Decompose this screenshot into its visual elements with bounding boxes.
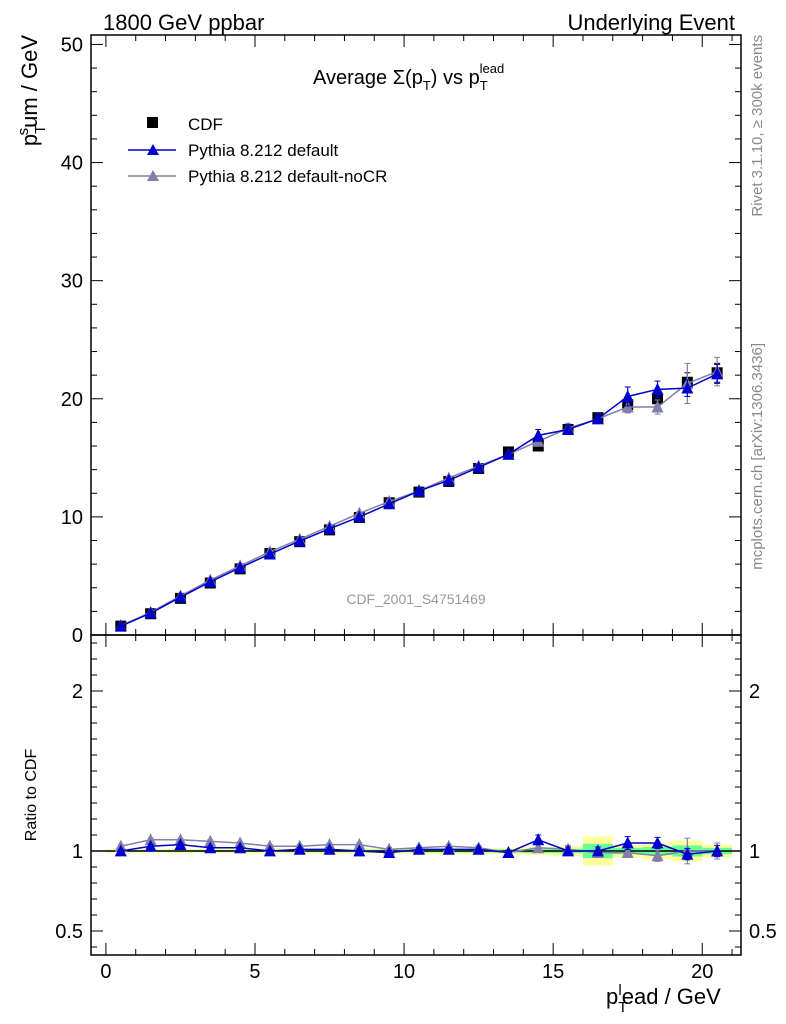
ratio-pythia-nocr-point <box>204 834 217 847</box>
ratio-pythia-default-point <box>383 846 396 858</box>
pythia-default-point <box>263 547 276 560</box>
y-tick-label: 20 <box>61 389 83 411</box>
ratio-pythia-default-point <box>412 842 425 855</box>
x-tick-label: 0 <box>100 961 111 983</box>
legend-label-default: Pythia 8.212 default <box>188 141 339 160</box>
ratio-pythia-default-point <box>234 841 247 854</box>
pythia-default-point <box>562 422 575 435</box>
analysis-watermark: CDF_2001_S4751469 <box>346 591 486 607</box>
x-tick-label: 5 <box>249 961 260 983</box>
ratio-ylabel: Ratio to CDF <box>23 749 40 842</box>
ratio-pythia-default-point <box>204 841 217 854</box>
legend: CDF Pythia 8.212 default Pythia 8.212 de… <box>128 115 387 186</box>
x-tick-label: 20 <box>691 961 713 983</box>
ratio-pythia-default-point <box>532 833 545 846</box>
pythia-default-point <box>532 428 545 441</box>
pythia-default-point <box>472 460 485 473</box>
ratio-pythia-default-point <box>681 847 694 860</box>
xlabel: pTlead / GeV <box>606 982 721 1016</box>
ratio-pythia-default-point <box>621 836 634 849</box>
ratio-pythia-nocr-point <box>532 841 545 854</box>
ratio-panel: 0.5 0.51 12 20 5 10 15 20 <box>55 634 777 983</box>
ratio-pythia-default-point <box>442 842 455 855</box>
pythia-default-point <box>711 367 724 380</box>
y-tick-label: 10 <box>61 507 83 529</box>
main-title: Average Σ(pT) vs pTlead <box>313 61 504 93</box>
ratio-pythia-default-point <box>562 844 575 857</box>
ratio-pythia-default-point <box>263 844 276 857</box>
x-tick-label: 10 <box>393 961 415 983</box>
mcplots-label: mcplots.cern.ch [arXiv:1306.3436] <box>749 343 766 570</box>
y-tick-label: 40 <box>61 153 83 175</box>
legend-marker-default <box>147 144 159 155</box>
ratio-pythia-default-point <box>353 844 366 857</box>
ratio-y-tick-label-right: 2 <box>749 681 760 703</box>
ratio-y-tick-label: 0.5 <box>55 921 83 943</box>
ratio-pythia-default-point <box>502 846 515 858</box>
ratio-pythia-default-point <box>114 844 127 857</box>
ratio-pythia-nocr-point <box>651 849 664 862</box>
ratio-pythia-default-point <box>174 838 187 850</box>
ratio-y-tick-label: 1 <box>72 841 83 863</box>
pythia-default-point <box>383 497 396 510</box>
ratio-y-tick-label: 2 <box>72 681 83 703</box>
pythia-default-point <box>353 510 366 523</box>
pythia-default-point <box>293 534 306 547</box>
pythia-default-point <box>621 389 634 402</box>
legend-label-cdf: CDF <box>188 115 223 134</box>
ratio-pythia-nocr-point <box>353 838 366 850</box>
pythia-default-point <box>651 382 664 395</box>
ratio-pythia-default-point <box>472 842 485 855</box>
legend-label-nocr: Pythia 8.212 default-noCR <box>188 167 387 186</box>
pythia-default-point <box>412 484 425 497</box>
ratio-pythia-default-point <box>651 836 664 849</box>
pythia-default-point <box>591 412 604 425</box>
header-right: Underlying Event <box>567 10 735 35</box>
ratio-pythia-default-point <box>591 844 604 857</box>
ratio-pythia-default-point <box>323 842 336 855</box>
ratio-y-tick-label-right: 1 <box>749 841 760 863</box>
cdf-point <box>652 393 664 405</box>
y-tick-label: 0 <box>72 625 83 647</box>
ratio-panel-frame <box>90 634 742 956</box>
ratio-pythia-nocr-point <box>144 833 157 846</box>
pythia-nocr-point <box>621 400 634 413</box>
ratio-pythia-default-point <box>711 844 724 857</box>
pythia-default-point <box>681 381 694 394</box>
ratio-pythia-nocr-point <box>621 846 634 858</box>
ratio-pythia-default-point <box>293 842 306 855</box>
header-left: 1800 GeV ppbar <box>103 10 264 35</box>
pythia-default-point <box>144 606 157 619</box>
ratio-pythia-default-point <box>144 839 157 852</box>
pythia-default-point <box>204 575 217 588</box>
ratio-y-tick-label-right: 0.5 <box>749 921 777 943</box>
pythia-default-point <box>323 522 336 535</box>
pythia-default-point <box>442 473 455 486</box>
pythia-default-point <box>114 619 127 632</box>
legend-marker-nocr <box>147 170 159 181</box>
pythia-default-point <box>502 447 515 460</box>
rivet-label: Rivet 3.1.10, ≥ 300k events <box>749 35 766 217</box>
main-ylabel: pTsum / GeV <box>15 35 49 146</box>
pythia-default-point <box>234 561 247 574</box>
pythia-default-point <box>174 590 187 603</box>
y-tick-label: 50 <box>61 34 83 56</box>
x-tick-label: 15 <box>542 961 564 983</box>
main-panel: 0 10 20 30 40 50 <box>61 34 742 647</box>
y-tick-label: 30 <box>61 271 83 293</box>
pythia-nocr-point <box>651 400 664 413</box>
legend-marker-cdf <box>147 117 158 128</box>
